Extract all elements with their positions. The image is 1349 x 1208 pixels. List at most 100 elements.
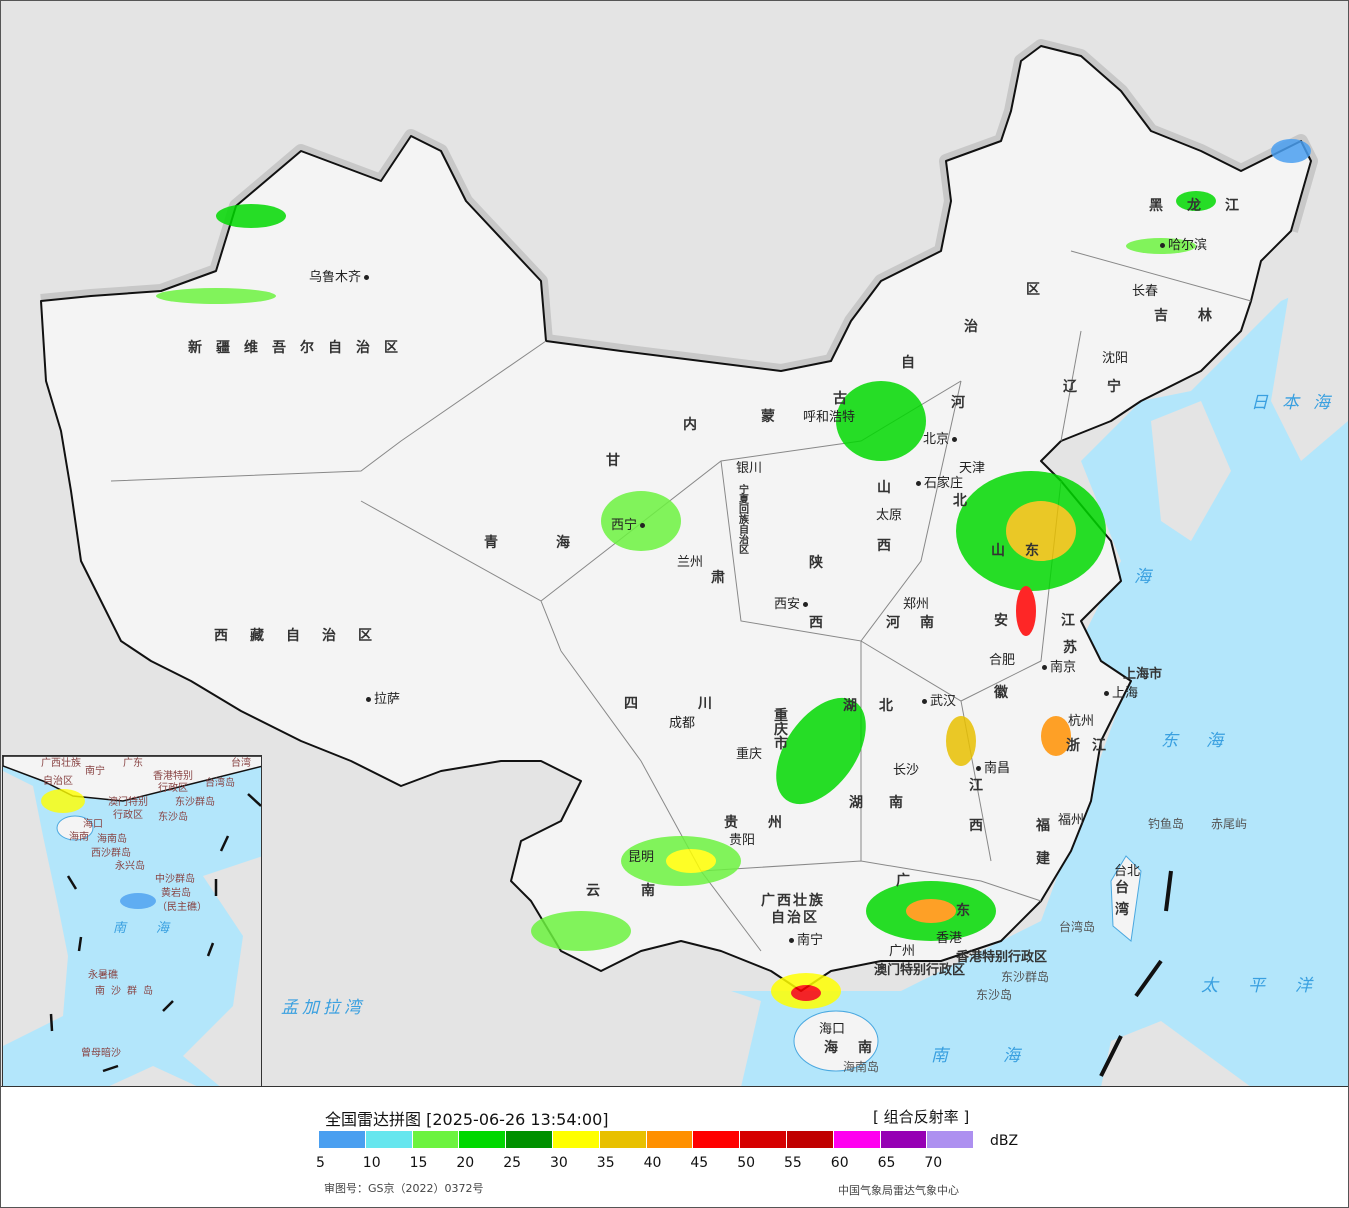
city-xian: 西安 xyxy=(774,598,811,611)
city-haikou: 海口 xyxy=(819,1022,846,1037)
map-approval-number: 审图号：GS京（2022）0372号 xyxy=(324,1182,484,1195)
legend-title: 全国雷达拼图 [2025-06-26 13:54:00] xyxy=(325,1110,609,1129)
city-changchun: 长春 xyxy=(1132,284,1159,299)
province-shandong: 山东 xyxy=(991,543,1059,559)
province-guangdong: 东 xyxy=(956,903,970,919)
scale-tick-label: 60 xyxy=(830,1155,849,1171)
city-shijiazhuang: 石家庄 xyxy=(913,477,963,490)
province-guangdong: 广 xyxy=(896,873,910,889)
city-fuzhou: 福州 xyxy=(1058,813,1085,828)
hainan-island xyxy=(793,1010,879,1072)
sea-east: 东海 xyxy=(1161,731,1251,751)
nine-dash-segments xyxy=(1099,870,1173,1077)
inset-label: 海南 xyxy=(69,832,89,843)
legend xyxy=(0,1088,1349,1208)
inset-label: 永暑礁 xyxy=(88,970,118,981)
province-hainan: 海南 xyxy=(824,1040,892,1056)
province-anhui: 安 xyxy=(994,613,1008,629)
province-hebei: 河 xyxy=(951,395,965,411)
city-shenyang: 沈阳 xyxy=(1102,351,1129,366)
province-fujian: 福 xyxy=(1036,818,1050,834)
province-guangxi: 自治区 xyxy=(771,910,819,926)
inset-label: 自治区 xyxy=(43,776,73,787)
city-kunming: 昆明 xyxy=(628,850,655,865)
color-swatch xyxy=(786,1131,834,1148)
province-jiangsu: 苏 xyxy=(1063,640,1077,656)
south-china-sea-inset: 广西壮族 自治区 南宁 广东 香港特别 行政区 台湾 澳门特别 行政区 台湾岛 … xyxy=(2,755,262,1086)
inset-label: 南宁 xyxy=(85,766,105,777)
island-chiwei: 赤尾屿 xyxy=(1211,817,1248,831)
city-taipei: 台北 xyxy=(1114,864,1141,879)
inset-label: （民主礁） xyxy=(157,902,207,913)
inset-label: 海南岛 xyxy=(97,834,127,845)
province-sichuan: 川 xyxy=(698,696,712,712)
scale-tick-label: 15 xyxy=(409,1155,428,1171)
color-swatch xyxy=(459,1131,507,1148)
radar-map[interactable]: 乌鲁木齐 拉萨 西宁 兰州 银川 成都 重庆 昆明 贵阳 南宁 西安 太原 呼和… xyxy=(1,1,1348,1087)
inset-label: 澳门特别 xyxy=(108,797,148,808)
city-tianjin: 天津 xyxy=(959,461,986,476)
province-shanxi: 西 xyxy=(877,538,891,554)
scale-tick-label: 40 xyxy=(643,1155,662,1171)
inset-label: 西沙群岛 xyxy=(91,848,131,859)
city-lanzhou: 兰州 xyxy=(677,555,704,570)
scale-tick-label: 55 xyxy=(784,1155,802,1171)
city-hohhot: 呼和浩特 xyxy=(803,410,856,425)
city-taiyuan: 太原 xyxy=(876,508,903,523)
province-neimenggu: 内 xyxy=(683,417,697,433)
scale-tick-label: 25 xyxy=(503,1155,522,1171)
province-shaanxi: 西 xyxy=(809,615,823,631)
city-hangzhou: 杭州 xyxy=(1068,714,1095,729)
province-hebei: 北 xyxy=(953,493,967,509)
province-guangxi: 广西壮族 xyxy=(761,893,825,909)
province-neimenggu: 区 xyxy=(1026,282,1040,298)
inset-sea-label: 南海 xyxy=(113,921,200,936)
province-henan: 河南 xyxy=(886,615,954,631)
city-changsha: 长沙 xyxy=(893,763,920,778)
province-yunnan: 云 xyxy=(586,883,600,899)
province-neimenggu: 治 xyxy=(964,319,978,335)
province-taiwan: 台 xyxy=(1115,880,1129,896)
province-gansu: 肃 xyxy=(711,570,725,586)
province-qinghai: 青海 xyxy=(484,535,628,551)
southeast-asia-land xyxy=(301,901,761,1086)
sea-japan: 日本海 xyxy=(1251,393,1344,413)
color-swatch xyxy=(880,1131,928,1148)
scale-tick-label: 65 xyxy=(877,1155,896,1171)
city-lhasa: 拉萨 xyxy=(363,693,400,706)
city-beijing: 北京 xyxy=(923,433,960,446)
city-chengdu: 成都 xyxy=(669,716,696,731)
color-swatch xyxy=(412,1131,460,1148)
inset-label: 香港特别 xyxy=(153,771,193,782)
color-swatch xyxy=(506,1131,553,1148)
island-dongsha-qundao: 东沙群岛 xyxy=(1001,970,1050,984)
color-swatch xyxy=(646,1131,694,1148)
province-sichuan: 四 xyxy=(624,696,638,712)
city-urumqi: 乌鲁木齐 xyxy=(309,271,372,284)
inset-label: 永兴岛 xyxy=(115,861,145,872)
color-swatch xyxy=(599,1131,647,1148)
province-jiangxi: 江 xyxy=(969,778,983,794)
city-hongkong: 香港 xyxy=(936,931,963,946)
city-zhengzhou: 郑州 xyxy=(903,597,930,612)
province-heilongjiang: 黑龙江 xyxy=(1149,198,1263,214)
province-hunan: 南 xyxy=(889,795,903,811)
island-diaoyu: 钓鱼岛 xyxy=(1148,817,1185,831)
inset-label: 东沙岛 xyxy=(158,812,188,823)
province-xinjiang: 新疆维吾尔自治区 xyxy=(188,340,412,356)
sar-macau: 澳门特别行政区 xyxy=(874,963,966,978)
inset-label: 行政区 xyxy=(113,810,143,821)
province-anhui: 徽 xyxy=(994,685,1008,701)
sea-bengal: 孟加拉湾 xyxy=(281,998,365,1018)
agency-credit: 中国气象局雷达气象中心 xyxy=(838,1184,959,1197)
province-neimenggu: 蒙 xyxy=(761,409,775,425)
scale-tick-label: 20 xyxy=(456,1155,475,1171)
sea-pacific: 太平洋 xyxy=(1201,976,1342,996)
inset-label: 东沙群岛 xyxy=(175,797,215,808)
color-swatch xyxy=(319,1131,366,1148)
inset-label: 中沙群岛 xyxy=(155,874,195,885)
province-shanxi: 山 xyxy=(877,480,891,496)
scale-tick-label: 70 xyxy=(924,1155,943,1171)
sar-hongkong: 香港特别行政区 xyxy=(956,950,1048,965)
color-swatch xyxy=(552,1131,600,1148)
